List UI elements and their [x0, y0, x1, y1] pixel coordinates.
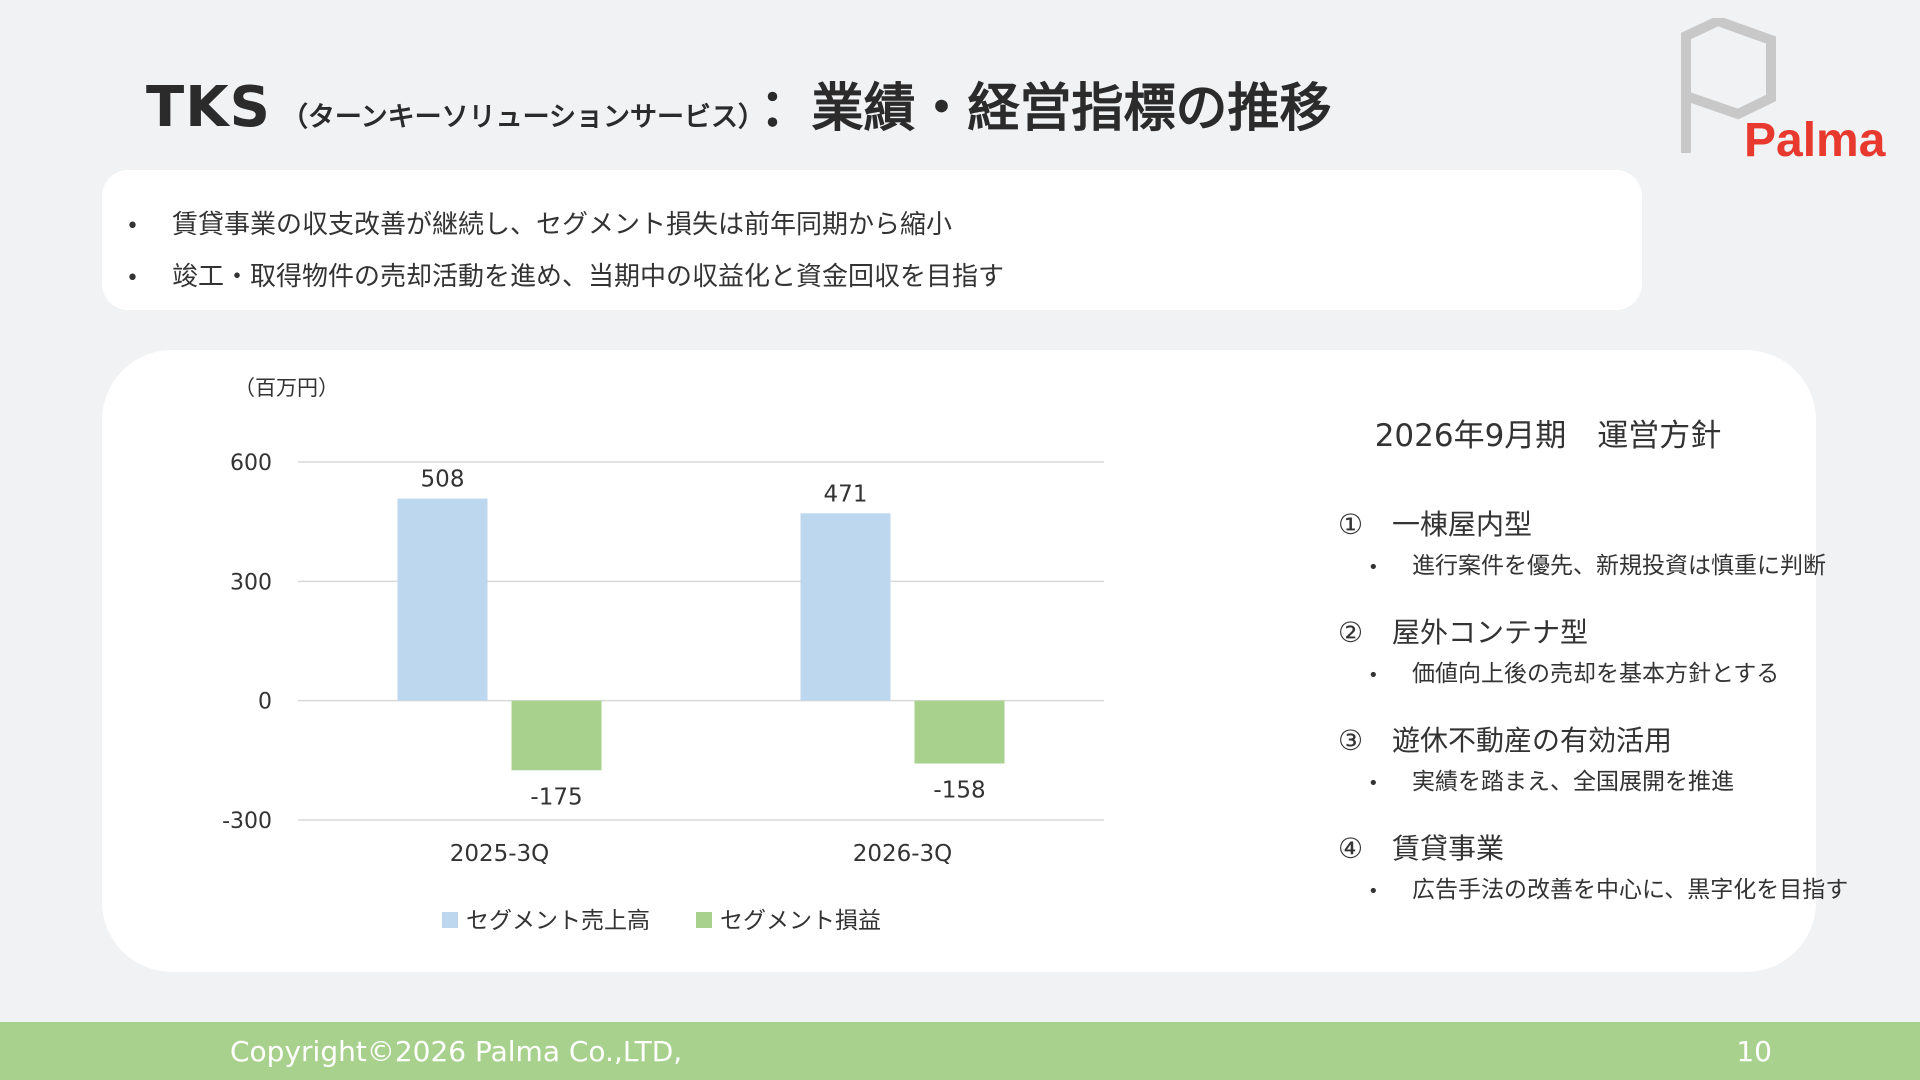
y-tick-label: -300 [222, 809, 272, 834]
y-unit-label: （百万円） [234, 376, 339, 400]
y-tick-label: 0 [258, 690, 272, 715]
bar [511, 700, 602, 771]
policy-heading: 賃貸事業 [1392, 832, 1505, 865]
palma-logo: Palma [1676, 15, 1896, 167]
copyright-text: Copyright©2026 Palma Co.,LTD, [230, 1035, 683, 1068]
policy-detail: 価値向上後の売却を基本方針とする [1412, 661, 1780, 687]
data-label: 471 [824, 481, 868, 507]
policy-num: ② [1338, 616, 1364, 649]
bar [800, 513, 891, 701]
title-tail: ：業績・経営指標の推移 [759, 79, 1332, 139]
policy-item: ④ 賃貸事業 • 広告手法の改善を中心に、黒字化を目指す [1338, 829, 1848, 911]
bar [914, 700, 1005, 764]
policy-num: ③ [1338, 724, 1364, 757]
summary-text: 賃貸事業の収支改善が継続し、セグメント損失は前年同期から縮小 [172, 210, 953, 240]
policy-heading: 一棟屋内型 [1392, 508, 1533, 541]
summary-text: 竣工・取得物件の売却活動を進め、当期中の収益化と資金回収を目指す [172, 262, 1005, 292]
x-tick-label: 2025-3Q [450, 841, 550, 867]
policy-section: 2026年9月期 運営方針 ① 一棟屋内型 • 進行案件を優先、新規投資は慎重に判断… [1338, 410, 1848, 911]
page-title: TKS （ターンキーソリューションサービス） ：業績・経営指標の推移 [146, 66, 1332, 141]
legend-swatch [442, 912, 458, 928]
title-sub: （ターンキーソリューションサービス） [280, 102, 752, 133]
data-label: -158 [933, 778, 985, 804]
policy-heading: 遊休不動産の有効活用 [1392, 724, 1673, 757]
policy-item: ③ 遊休不動産の有効活用 • 実績を踏まえ、全国展開を推進 [1338, 721, 1818, 803]
policy-title: 2026年9月期 運営方針 [1374, 418, 1722, 454]
policy-num: ④ [1338, 832, 1364, 865]
summary-box: • 賃貸事業の収支改善が継続し、セグメント損失は前年同期から縮小 • 竣工・取得物件… [102, 170, 1642, 310]
legend-label: セグメント売上高 [466, 908, 650, 934]
x-tick-label: 2026-3Q [853, 841, 953, 867]
bar [397, 498, 488, 701]
policy-heading: 屋外コンテナ型 [1392, 616, 1589, 649]
y-tick-label: 600 [230, 451, 272, 476]
footer-bar: Copyright©2026 Palma Co.,LTD, 10 [0, 1022, 1920, 1080]
title-main: TKS [146, 75, 271, 140]
y-tick-label: 300 [230, 570, 272, 595]
policy-item: ① 一棟屋内型 • 進行案件を優先、新規投資は慎重に判断 [1338, 505, 1826, 587]
policy-detail: 広告手法の改善を中心に、黒字化を目指す [1412, 877, 1849, 903]
bar-chart: （百万円） 600 300 0 -300 508 -175 2025-3Q 471 -158 202… [222, 376, 1104, 934]
summary-bullet: • 賃貸事業の収支改善が継続し、セグメント損失は前年同期から縮小 [126, 210, 953, 240]
policy-detail: 実績を踏まえ、全国展開を推進 [1412, 769, 1734, 795]
policy-num: ① [1338, 508, 1364, 541]
legend-label: セグメント損益 [720, 908, 881, 934]
content-panel: （百万円） 600 300 0 -300 508 -175 2025-3Q 471 -158 202… [102, 350, 1848, 972]
data-label: -175 [530, 784, 582, 810]
data-label: 508 [421, 467, 465, 493]
logo-text: Palma [1744, 114, 1886, 158]
policy-item: ② 屋外コンテナ型 • 価値向上後の売却を基本方針とする [1338, 613, 1818, 695]
legend-swatch [696, 912, 712, 928]
policy-detail: 進行案件を優先、新規投資は慎重に判断 [1412, 553, 1826, 579]
summary-bullet: • 竣工・取得物件の売却活動を進め、当期中の収益化と資金回収を目指す [126, 262, 1005, 292]
page-number: 10 [1736, 1035, 1772, 1068]
